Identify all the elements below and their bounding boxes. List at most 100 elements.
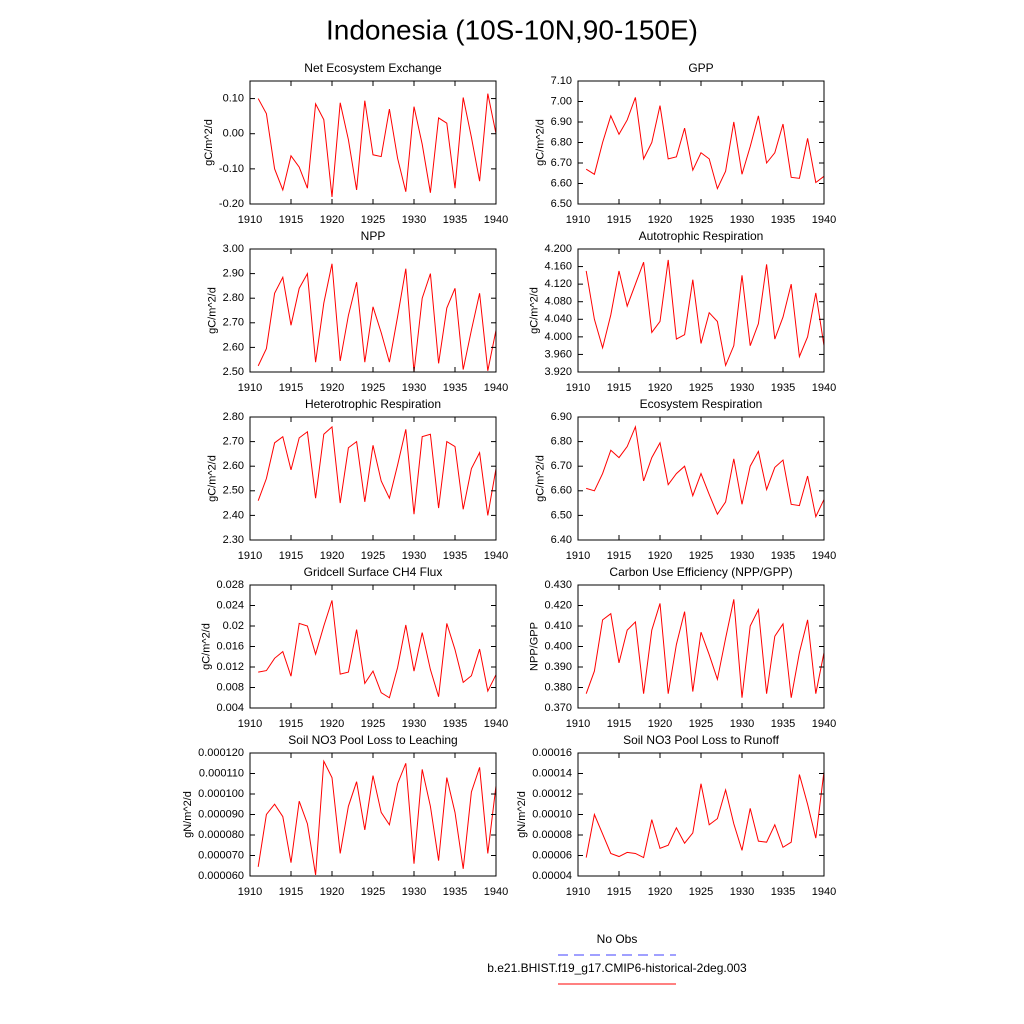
y-tick-label: 3.920: [544, 366, 572, 378]
y-tick-label: 0.410: [544, 620, 572, 632]
x-tick-label: 1935: [443, 382, 467, 394]
x-tick-label: 1940: [484, 886, 508, 898]
y-tick-label: 0.016: [216, 640, 244, 652]
x-tick-label: 1915: [607, 214, 631, 226]
y-axis-label: gC/m^2/d: [534, 119, 546, 166]
y-tick-label: 0.380: [544, 681, 572, 693]
panel-title: Heterotrophic Respiration: [305, 397, 441, 411]
x-tick-label: 1935: [771, 718, 795, 730]
x-tick-label: 1925: [689, 214, 713, 226]
y-tick-label: 4.120: [544, 278, 572, 290]
y-axis-label: gC/m^2/d: [206, 287, 218, 334]
plot-frame: [249, 752, 497, 877]
y-tick-label: 2.30: [223, 534, 244, 546]
y-tick-label: 7.00: [551, 95, 572, 107]
x-tick-label: 1925: [361, 382, 385, 394]
y-tick-label: 0.000070: [198, 849, 244, 861]
y-tick-label: 0.00012: [532, 788, 572, 800]
plot-frame: [249, 584, 497, 709]
y-tick-label: 0.000090: [198, 808, 244, 820]
y-tick-label: 6.50: [551, 198, 572, 210]
panel: Soil NO3 Pool Loss to Leaching 0.000060 0.…: [182, 733, 508, 898]
x-tick-label: 1935: [771, 886, 795, 898]
x-tick-label: 1910: [238, 382, 262, 394]
x-tick-label: 1935: [443, 214, 467, 226]
x-tick-label: 1940: [484, 718, 508, 730]
x-tick-label: 1915: [279, 550, 303, 562]
y-tick-label: 0.000060: [198, 870, 244, 882]
x-tick-label: 1910: [566, 214, 590, 226]
x-tick-label: 1925: [361, 550, 385, 562]
y-tick-label: 6.40: [551, 534, 572, 546]
x-tick-label: 1935: [771, 382, 795, 394]
y-tick-label: 2.50: [223, 485, 244, 497]
y-tick-label: 0.012: [216, 661, 244, 673]
x-tick-label: 1910: [566, 550, 590, 562]
x-tick-label: 1930: [730, 550, 754, 562]
x-tick-label: 1930: [402, 382, 426, 394]
x-tick-label: 1910: [566, 382, 590, 394]
y-tick-label: 2.80: [223, 411, 244, 423]
panel: Heterotrophic Respiration 2.30 2.40 2.50 2.6…: [206, 397, 508, 562]
data-line: [257, 93, 497, 198]
x-tick-label: 1925: [361, 886, 385, 898]
panel: Net Ecosystem Exchange -0.20 -0.10 0.00 0.10…: [203, 61, 508, 226]
x-tick-label: 1910: [566, 718, 590, 730]
y-tick-label: 7.10: [551, 75, 572, 87]
x-tick-label: 1940: [812, 550, 836, 562]
x-tick-label: 1940: [484, 214, 508, 226]
x-tick-label: 1920: [320, 550, 344, 562]
plot-frame: [577, 584, 825, 709]
y-tick-label: 6.80: [551, 136, 572, 148]
y-tick-label: 0.000080: [198, 829, 244, 841]
y-axis-label: gC/m^2/d: [200, 623, 212, 670]
x-tick-label: 1920: [648, 382, 672, 394]
x-tick-label: 1925: [689, 382, 713, 394]
y-tick-label: 0.10: [223, 92, 244, 104]
x-tick-label: 1920: [320, 382, 344, 394]
y-tick-label: 2.40: [223, 509, 244, 521]
x-tick-label: 1910: [238, 718, 262, 730]
data-line: [586, 424, 825, 519]
x-tick-label: 1935: [771, 214, 795, 226]
data-line: [585, 259, 825, 368]
x-tick-label: 1925: [361, 214, 385, 226]
panel-title: Autotrophic Respiration: [639, 229, 764, 243]
data-line: [257, 263, 497, 373]
x-tick-label: 1930: [402, 550, 426, 562]
plot-frame: [577, 80, 825, 205]
x-tick-label: 1935: [443, 886, 467, 898]
data-line: [585, 771, 825, 859]
x-tick-label: 1930: [730, 886, 754, 898]
y-tick-label: 2.70: [223, 436, 244, 448]
panel-title: NPP: [361, 229, 386, 243]
x-tick-label: 1915: [607, 550, 631, 562]
plot-frame: [577, 248, 825, 373]
panel: Gridcell Surface CH4 Flux 0.004 0.008 0.012…: [200, 565, 508, 730]
y-tick-label: 2.80: [223, 292, 244, 304]
x-tick-label: 1915: [607, 886, 631, 898]
x-tick-label: 1940: [812, 382, 836, 394]
y-tick-label: 0.000110: [199, 767, 244, 779]
x-tick-label: 1940: [484, 550, 508, 562]
y-tick-label: 4.160: [544, 260, 572, 272]
y-tick-label: 6.90: [551, 116, 572, 128]
y-tick-label: 6.60: [551, 485, 572, 497]
data-line: [257, 425, 497, 516]
panel: GPP 6.50 6.60 6.70 6.80 6.90 7.00 7.10 1910 1915 1…: [534, 61, 836, 226]
y-tick-label: 3.960: [544, 348, 572, 360]
x-tick-label: 1910: [238, 550, 262, 562]
panel-title: GPP: [688, 61, 713, 75]
x-tick-label: 1940: [812, 886, 836, 898]
data-line: [585, 599, 825, 698]
y-axis-label: gC/m^2/d: [534, 455, 546, 502]
plot-frame: [249, 248, 497, 373]
panel: Ecosystem Respiration 6.40 6.50 6.60 6.70 6.8…: [534, 397, 836, 562]
x-tick-label: 1940: [812, 718, 836, 730]
panel-title: Soil NO3 Pool Loss to Leaching: [288, 733, 457, 747]
y-tick-label: 0.400: [544, 640, 572, 652]
x-tick-label: 1935: [443, 550, 467, 562]
x-tick-label: 1920: [320, 718, 344, 730]
